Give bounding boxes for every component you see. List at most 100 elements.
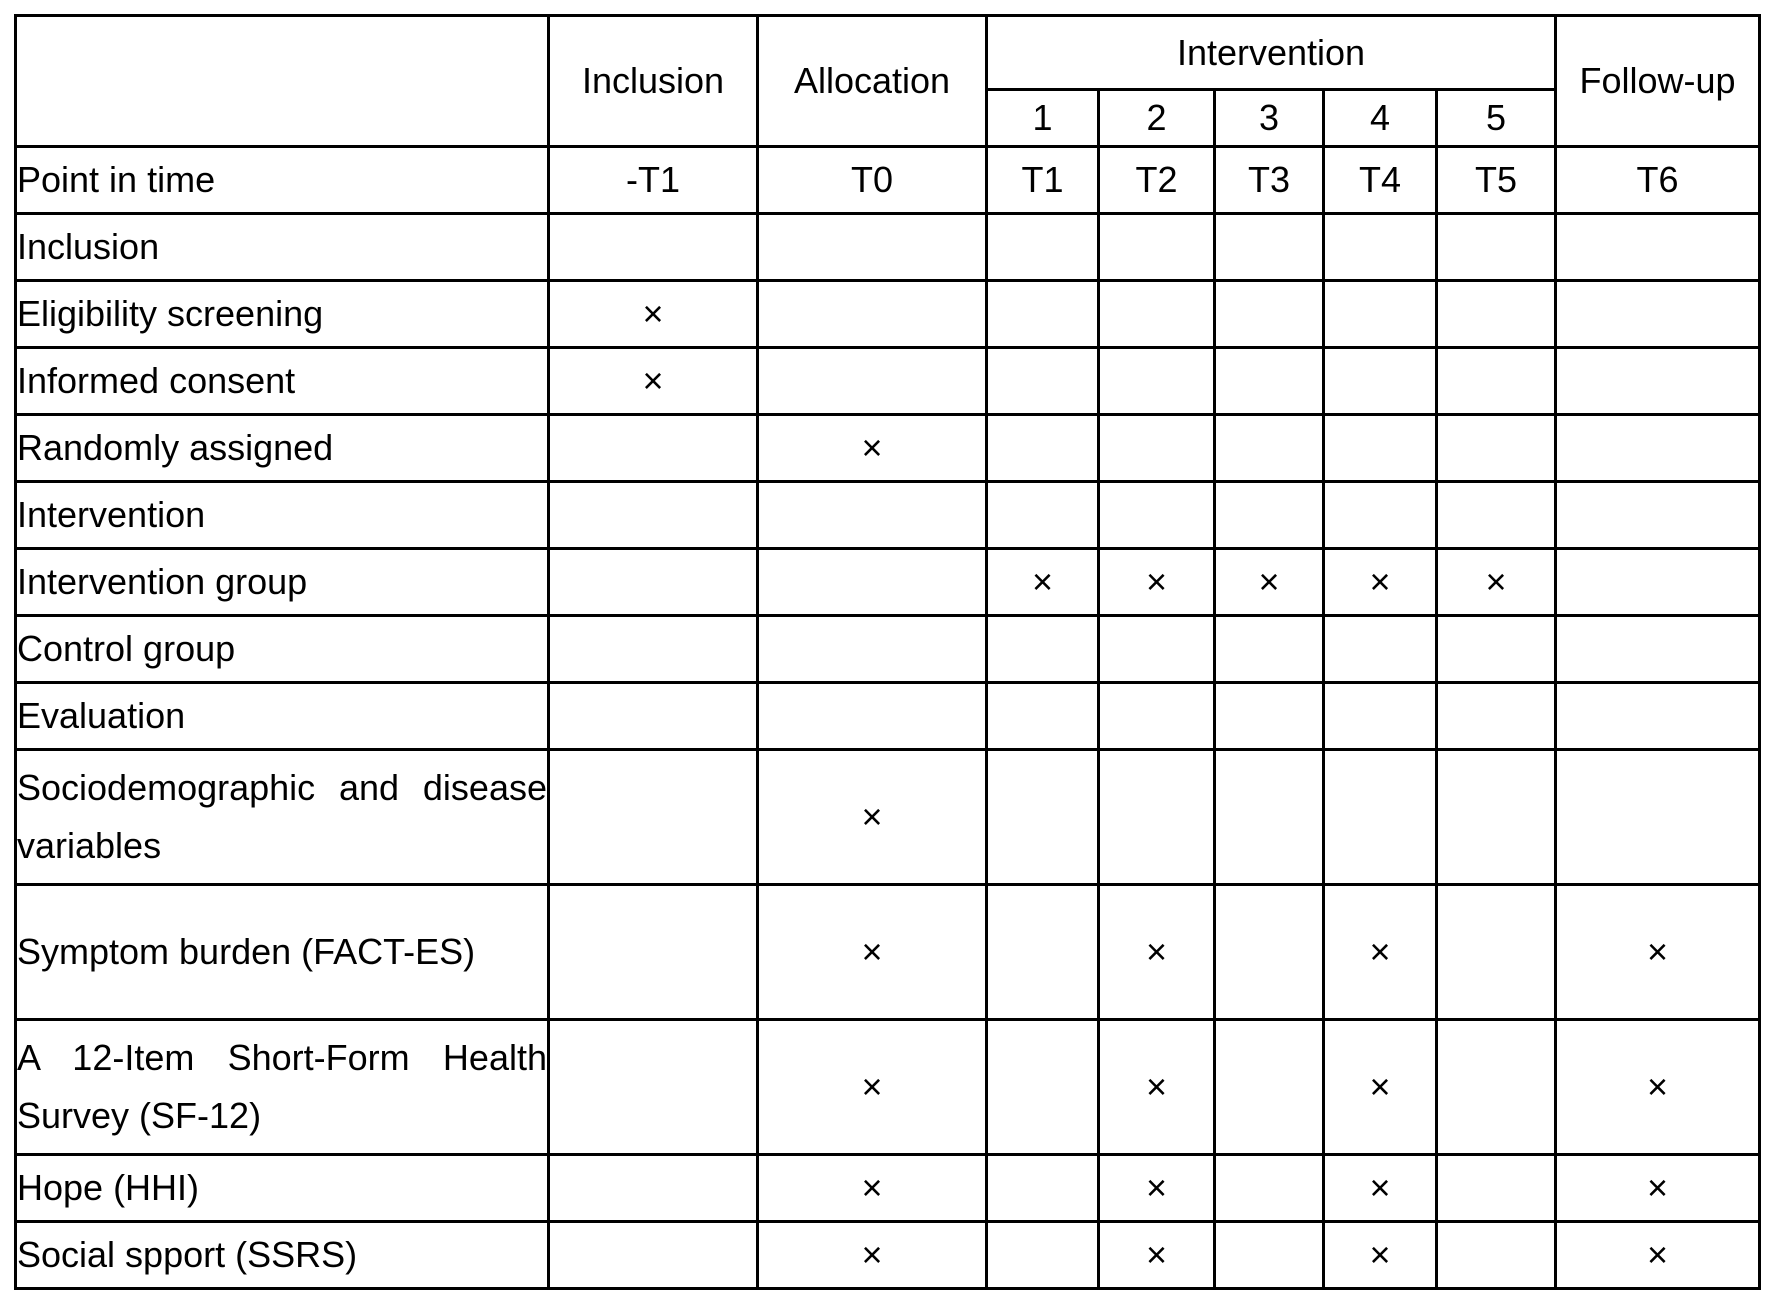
row-label: Eligibility screening xyxy=(14,279,550,349)
header-session-3: 3 xyxy=(1213,88,1325,148)
mark-cell xyxy=(1434,1018,1558,1156)
mark-cell xyxy=(1434,413,1558,483)
row-hope-hhi: Hope (HHI) × × × × xyxy=(14,1153,1762,1223)
mark-cell: × xyxy=(1554,1018,1762,1156)
mark-cell xyxy=(1213,681,1325,751)
mark-cell: × xyxy=(1322,1153,1438,1223)
mark-cell xyxy=(1213,1018,1325,1156)
row-label: Sociodemographic and disease variables xyxy=(14,748,550,886)
mark-cell xyxy=(756,614,988,684)
row-informed-consent: Informed consent × xyxy=(14,346,1762,416)
mark-cell xyxy=(985,413,1100,483)
mark-cell: × xyxy=(1097,1153,1216,1223)
mark-cell xyxy=(1213,614,1325,684)
mark-cell xyxy=(985,1220,1100,1290)
mark-cell xyxy=(1322,614,1438,684)
mark-cell: × xyxy=(756,1220,988,1290)
mark-cell: × xyxy=(1434,547,1558,617)
header-row-sessions: 1 2 3 4 5 xyxy=(16,88,1760,148)
mark-cell xyxy=(1213,212,1325,282)
row-intervention-group: Intervention group × × × × × xyxy=(14,547,1762,617)
mark-cell xyxy=(985,883,1100,1021)
mark-cell xyxy=(1097,480,1216,550)
mark-cell xyxy=(1554,614,1762,684)
mark-cell xyxy=(1554,413,1762,483)
mark-cell: × xyxy=(756,1018,988,1156)
mark-cell: × xyxy=(547,346,759,416)
header-session-5: 5 xyxy=(1434,88,1558,148)
mark-cell xyxy=(1434,1153,1558,1223)
mark-cell: × xyxy=(1097,547,1216,617)
table-header: Inclusion Allocation Intervention Follow… xyxy=(14,14,1762,148)
mark-cell xyxy=(1434,279,1558,349)
row-label: Evaluation xyxy=(14,681,550,751)
mark-cell: × xyxy=(1322,1018,1438,1156)
mark-cell xyxy=(1434,681,1558,751)
row-randomly-assigned: Randomly assigned × xyxy=(14,413,1762,483)
mark-cell xyxy=(1434,1220,1558,1290)
row-label: Symptom burden (FACT-ES) xyxy=(14,883,550,1021)
mark-cell xyxy=(1213,413,1325,483)
row-section-evaluation: Evaluation xyxy=(14,681,1762,751)
mark-cell xyxy=(547,883,759,1021)
mark-cell xyxy=(1213,346,1325,416)
header-followup: Follow-up xyxy=(1554,14,1762,148)
mark-cell xyxy=(1554,279,1762,349)
mark-cell: × xyxy=(756,883,988,1021)
mark-cell xyxy=(1434,480,1558,550)
header-session-4: 4 xyxy=(1322,88,1438,148)
mark-cell: × xyxy=(985,547,1100,617)
mark-cell xyxy=(1322,346,1438,416)
header-intervention: Intervention xyxy=(984,14,1558,91)
mark-cell xyxy=(547,681,759,751)
time-cell: T1 xyxy=(985,145,1100,215)
mark-cell: × xyxy=(1554,883,1762,1021)
row-label: Hope (HHI) xyxy=(14,1153,550,1223)
mark-cell: × xyxy=(1322,1220,1438,1290)
mark-cell: × xyxy=(1554,1220,1762,1290)
mark-cell xyxy=(756,547,988,617)
header-session-1: 1 xyxy=(985,88,1100,148)
mark-cell xyxy=(756,212,988,282)
mark-cell xyxy=(1554,547,1762,617)
mark-cell xyxy=(547,1220,759,1290)
mark-cell xyxy=(1434,883,1558,1021)
row-label: Intervention xyxy=(14,480,550,550)
trial-schedule-table: Inclusion Allocation Intervention Follow… xyxy=(14,14,1762,1290)
mark-cell xyxy=(1434,212,1558,282)
mark-cell xyxy=(1322,279,1438,349)
row-section-intervention: Intervention xyxy=(14,480,1762,550)
mark-cell xyxy=(547,413,759,483)
row-eligibility-screening: Eligibility screening × xyxy=(14,279,1762,349)
mark-cell xyxy=(756,279,988,349)
row-sociodemographic-variables: Sociodemographic and disease variables × xyxy=(14,748,1762,886)
time-cell: T3 xyxy=(1213,145,1325,215)
mark-cell xyxy=(1554,346,1762,416)
mark-cell: × xyxy=(1213,547,1325,617)
time-cell: T0 xyxy=(756,145,988,215)
mark-cell: × xyxy=(756,413,988,483)
row-label: Inclusion xyxy=(14,212,550,282)
mark-cell: × xyxy=(1322,883,1438,1021)
mark-cell: × xyxy=(1097,1018,1216,1156)
mark-cell xyxy=(547,748,759,886)
mark-cell xyxy=(985,212,1100,282)
time-cell: -T1 xyxy=(547,145,759,215)
mark-cell xyxy=(1097,212,1216,282)
mark-cell xyxy=(1097,279,1216,349)
mark-cell xyxy=(1434,614,1558,684)
row-label: Social spport (SSRS) xyxy=(14,1220,550,1290)
mark-cell xyxy=(985,346,1100,416)
row-symptom-burden-fact-es: Symptom burden (FACT-ES) × × × × xyxy=(14,883,1762,1021)
mark-cell: × xyxy=(1097,1220,1216,1290)
time-cell: T4 xyxy=(1322,145,1438,215)
mark-cell xyxy=(1322,413,1438,483)
mark-cell xyxy=(756,480,988,550)
mark-cell xyxy=(1213,480,1325,550)
mark-cell xyxy=(1213,883,1325,1021)
row-sf12-health-survey: A 12-Item Short-Form Health Survey (SF-1… xyxy=(14,1018,1762,1156)
mark-cell xyxy=(985,1153,1100,1223)
mark-cell xyxy=(1322,480,1438,550)
mark-cell xyxy=(985,480,1100,550)
mark-cell xyxy=(1213,748,1325,886)
